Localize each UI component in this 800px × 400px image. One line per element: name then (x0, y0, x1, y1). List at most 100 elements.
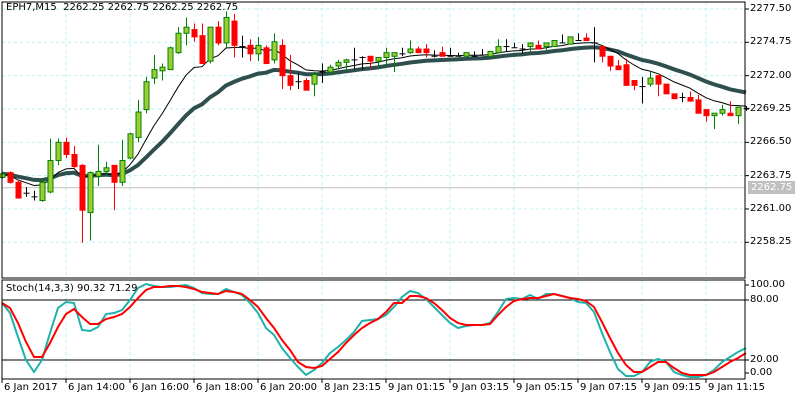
candle-bear (423, 48, 430, 54)
stoch-axis-label: 80.00 (750, 294, 779, 305)
stoch-axis-label: 0.00 (750, 367, 773, 378)
candle-bull (527, 42, 534, 48)
candle-bull (271, 41, 278, 61)
candle-bull (487, 50, 494, 57)
candle-bear (199, 35, 206, 65)
time-axis-label: 6 Jan 2017 (4, 382, 58, 393)
candle-bull (335, 61, 342, 67)
candle-bull (167, 47, 174, 71)
candle-bear (631, 80, 638, 86)
last-price-badge: 2262.75 (748, 181, 796, 194)
candle-bull (143, 81, 150, 111)
stoch-signal-line (1, 285, 747, 376)
candle-bear (71, 153, 78, 168)
candle-bull (311, 73, 318, 85)
candle-bear (703, 109, 710, 117)
candle-bull (127, 133, 134, 159)
time-axis-label: 6 Jan 18:00 (196, 382, 253, 393)
candle-bear (439, 52, 446, 57)
candle-bear (655, 75, 662, 85)
price-axis-label: 2258.25 (750, 236, 792, 248)
candle-bear (231, 20, 238, 46)
ohlc-high: 2262.75 (107, 2, 150, 13)
candle-bull (543, 42, 550, 48)
candle-bull (463, 52, 470, 57)
candle-bull (55, 141, 62, 162)
stoch-axis-label: 20.00 (750, 354, 779, 365)
candle-bear (367, 55, 374, 62)
candle-bull (135, 111, 142, 138)
candle-bear (607, 55, 614, 67)
candle-bear (79, 164, 86, 211)
candle-bull (95, 170, 102, 177)
price-axis-label: 2266.50 (750, 136, 792, 148)
candle-bull (567, 36, 574, 45)
candle-bull (207, 26, 214, 62)
ohlc-open: 2262.25 (63, 2, 105, 13)
candle-bear (623, 64, 630, 86)
chart-header: EPH7,M15 2262.25 2262.75 2262.25 2262.75 (6, 2, 238, 13)
candle-bull (719, 109, 726, 114)
stochastic-label: Stoch(14,3,3) 90.32 71.29 (6, 283, 138, 294)
candle-bear (535, 44, 542, 50)
price-axis-label: 2272.00 (750, 69, 792, 81)
time-axis-label: 9 Jan 03:15 (452, 382, 509, 393)
candle-bear (687, 96, 694, 102)
price-axis-label: 2274.75 (750, 36, 792, 48)
candle-bull (175, 32, 182, 54)
time-axis-label: 6 Jan 16:00 (132, 382, 189, 393)
candle-bear (191, 29, 198, 38)
candle-bull (39, 181, 46, 201)
time-axis-label: 6 Jan 20:00 (260, 382, 317, 393)
time-axis-label: 9 Jan 01:15 (388, 382, 445, 393)
candle-bear (663, 83, 670, 95)
candle-bear (695, 99, 702, 114)
candle-bear (111, 164, 118, 183)
candle-bear (615, 65, 622, 71)
candle-bear (727, 112, 734, 117)
fast-moving-average (1, 42, 747, 187)
candle-bull (255, 44, 262, 55)
candle-bull (495, 46, 502, 54)
candle-bull (327, 66, 334, 73)
stoch-main-line (1, 282, 747, 378)
candle-bear (671, 93, 678, 100)
time-axis-label: 9 Jan 09:15 (644, 382, 701, 393)
candle-bull (391, 52, 398, 57)
main-panel-frame (1, 1, 746, 279)
candle-bear (279, 44, 286, 77)
candle-bear (247, 44, 254, 55)
candle-bull (647, 77, 654, 85)
candle-bull (159, 66, 166, 72)
candle-bear (583, 37, 590, 42)
candle-bull (735, 106, 742, 117)
time-axis-label: 9 Jan 07:15 (580, 382, 637, 393)
price-axis-label: 2263.75 (750, 169, 792, 181)
candle-bull (47, 160, 54, 193)
candle-bear (599, 46, 606, 57)
candle-bear (63, 141, 70, 155)
candle-bull (343, 59, 350, 63)
price-axis-label: 2277.50 (750, 3, 792, 14)
ohlc-low: 2262.25 (152, 2, 194, 13)
candle-bull (711, 112, 718, 117)
candle-bull (551, 40, 558, 48)
candle-bull (383, 52, 390, 58)
candle-bull (407, 48, 414, 54)
time-axis-label: 8 Jan 23:15 (324, 382, 381, 393)
candle-bull (119, 160, 126, 183)
time-axis-label: 6 Jan 14:00 (68, 382, 125, 393)
candle-bull (103, 167, 110, 172)
slow-moving-average (1, 45, 747, 183)
stoch-panel-frame (1, 279, 746, 380)
candle-bear (303, 80, 310, 91)
price-axis-label: 2269.25 (750, 102, 792, 114)
candle-bull (223, 16, 230, 44)
candle-bear (15, 181, 22, 199)
candle-bull (183, 26, 190, 34)
candle-bull (375, 56, 382, 62)
time-axis-label: 9 Jan 11:15 (708, 382, 765, 393)
price-axis-label: 2261.00 (750, 202, 792, 214)
candle-bear (7, 172, 14, 183)
